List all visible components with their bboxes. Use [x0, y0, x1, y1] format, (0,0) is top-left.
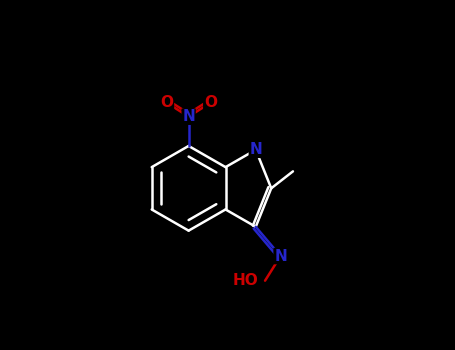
Text: O: O [204, 95, 217, 110]
Text: N: N [249, 142, 262, 157]
Text: HO: HO [233, 273, 259, 288]
Text: N: N [182, 109, 195, 124]
Text: O: O [161, 95, 173, 110]
Text: N: N [274, 248, 287, 264]
